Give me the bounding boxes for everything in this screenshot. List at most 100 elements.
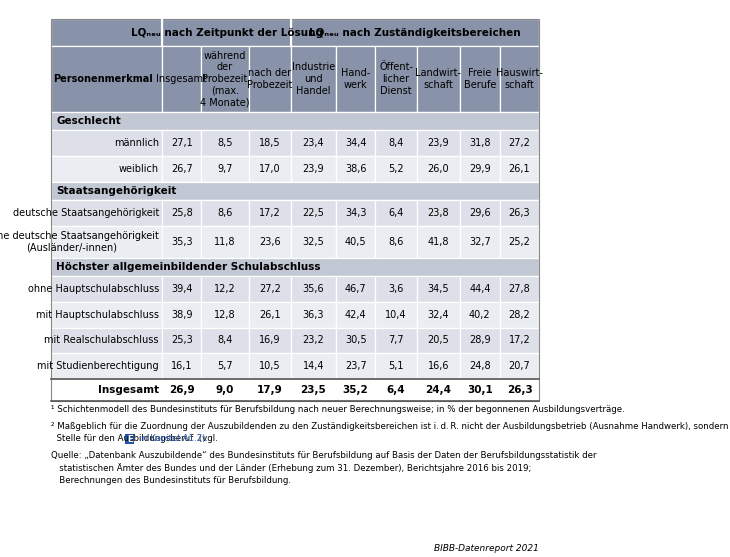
Text: 5,1: 5,1: [388, 361, 404, 371]
Text: 40,2: 40,2: [469, 310, 491, 320]
Text: 27,8: 27,8: [509, 284, 531, 294]
Bar: [51, 328, 163, 353]
Bar: [163, 302, 201, 328]
Bar: [500, 276, 539, 302]
Text: 30,5: 30,5: [345, 335, 366, 345]
Text: BIBB-Datenreport 2021: BIBB-Datenreport 2021: [434, 544, 539, 553]
Bar: [201, 130, 249, 156]
Bar: [249, 200, 291, 226]
Bar: [375, 130, 417, 156]
Bar: [249, 276, 291, 302]
Bar: [201, 46, 249, 112]
Text: 32,7: 32,7: [469, 237, 491, 247]
Bar: [51, 182, 539, 200]
Text: Geschlecht: Geschlecht: [56, 116, 121, 126]
Text: 23,7: 23,7: [345, 361, 366, 371]
Bar: [163, 353, 201, 379]
Text: Hauswirt-
schaft: Hauswirt- schaft: [496, 69, 543, 90]
Bar: [336, 328, 375, 353]
Bar: [460, 353, 500, 379]
Bar: [163, 200, 201, 226]
Text: 42,4: 42,4: [345, 310, 366, 320]
Text: 16,1: 16,1: [171, 361, 193, 371]
Bar: [336, 200, 375, 226]
Text: 12,2: 12,2: [214, 284, 236, 294]
Text: mit Studienberechtigung: mit Studienberechtigung: [37, 361, 159, 371]
Bar: [336, 353, 375, 379]
Bar: [460, 226, 500, 258]
Text: 36,3: 36,3: [303, 310, 324, 320]
Bar: [460, 276, 500, 302]
Bar: [291, 353, 336, 379]
Text: 24,8: 24,8: [469, 361, 491, 371]
Text: 41,8: 41,8: [428, 237, 449, 247]
Text: 23,8: 23,8: [428, 208, 449, 218]
Text: 34,4: 34,4: [345, 138, 366, 148]
Text: 25,3: 25,3: [171, 335, 193, 345]
Bar: [500, 130, 539, 156]
Text: 27,2: 27,2: [509, 138, 531, 148]
Bar: [417, 302, 460, 328]
Text: mit Realschulabschluss: mit Realschulabschluss: [45, 335, 159, 345]
Text: 3,6: 3,6: [388, 284, 404, 294]
Text: 24,4: 24,4: [426, 385, 451, 395]
Bar: [249, 328, 291, 353]
Text: Hand-
werk: Hand- werk: [341, 69, 370, 90]
Bar: [201, 156, 249, 182]
Text: 27,1: 27,1: [171, 138, 193, 148]
Text: 8,4: 8,4: [388, 138, 404, 148]
Text: Höchster allgemeinbildender Schulabschluss: Höchster allgemeinbildender Schulabschlu…: [56, 262, 321, 272]
Bar: [126, 434, 134, 444]
Text: Quelle: „Datenbank Auszubildende“ des Bundesinstituts für Berufsbildung auf Basi: Quelle: „Datenbank Auszubildende“ des Bu…: [51, 451, 597, 460]
Bar: [460, 130, 500, 156]
Text: 29,6: 29,6: [469, 208, 491, 218]
Text: 5,7: 5,7: [217, 361, 233, 371]
Bar: [417, 200, 460, 226]
Text: 16,6: 16,6: [428, 361, 449, 371]
Bar: [460, 302, 500, 328]
Text: 34,3: 34,3: [345, 208, 366, 218]
Bar: [336, 156, 375, 182]
Bar: [249, 353, 291, 379]
Bar: [291, 328, 336, 353]
Text: 16,9: 16,9: [259, 335, 280, 345]
Bar: [417, 46, 460, 112]
Text: 35,2: 35,2: [343, 385, 369, 395]
Bar: [375, 353, 417, 379]
Text: 26,7: 26,7: [171, 164, 193, 174]
Text: statistischen Ämter des Bundes und der Länder (Erhebung zum 31. Dezember), Beric: statistischen Ämter des Bundes und der L…: [51, 463, 531, 473]
Bar: [417, 226, 460, 258]
Text: in Kapitel A1.2).: in Kapitel A1.2).: [134, 434, 208, 443]
Bar: [460, 156, 500, 182]
Text: 46,7: 46,7: [345, 284, 366, 294]
Text: 26,1: 26,1: [259, 310, 280, 320]
Bar: [500, 328, 539, 353]
Text: 10,4: 10,4: [385, 310, 407, 320]
Text: Insgesamt: Insgesamt: [98, 385, 159, 395]
Text: 10,5: 10,5: [259, 361, 280, 371]
Bar: [51, 353, 163, 379]
Text: während
der
Probezeit
(max.
4 Monate): während der Probezeit (max. 4 Monate): [200, 51, 250, 108]
Bar: [417, 353, 460, 379]
Text: 8,5: 8,5: [217, 138, 233, 148]
Bar: [291, 226, 336, 258]
Text: 11,8: 11,8: [214, 237, 236, 247]
Bar: [201, 353, 249, 379]
Text: 18,5: 18,5: [259, 138, 280, 148]
Text: 34,5: 34,5: [428, 284, 449, 294]
Bar: [51, 379, 539, 401]
Bar: [460, 46, 500, 112]
Bar: [51, 200, 163, 226]
Text: deutsche Staatsangehörigkeit: deutsche Staatsangehörigkeit: [12, 208, 159, 218]
Bar: [291, 130, 336, 156]
Bar: [51, 258, 539, 276]
Text: 6,4: 6,4: [388, 208, 404, 218]
Text: 20,7: 20,7: [509, 361, 531, 371]
Text: LQₙₑᵤ nach Zeitpunkt der Lösung: LQₙₑᵤ nach Zeitpunkt der Lösung: [131, 28, 323, 38]
Bar: [375, 276, 417, 302]
Bar: [336, 276, 375, 302]
Text: 6,4: 6,4: [387, 385, 405, 395]
Text: 23,5: 23,5: [301, 385, 326, 395]
Bar: [336, 302, 375, 328]
Bar: [500, 200, 539, 226]
